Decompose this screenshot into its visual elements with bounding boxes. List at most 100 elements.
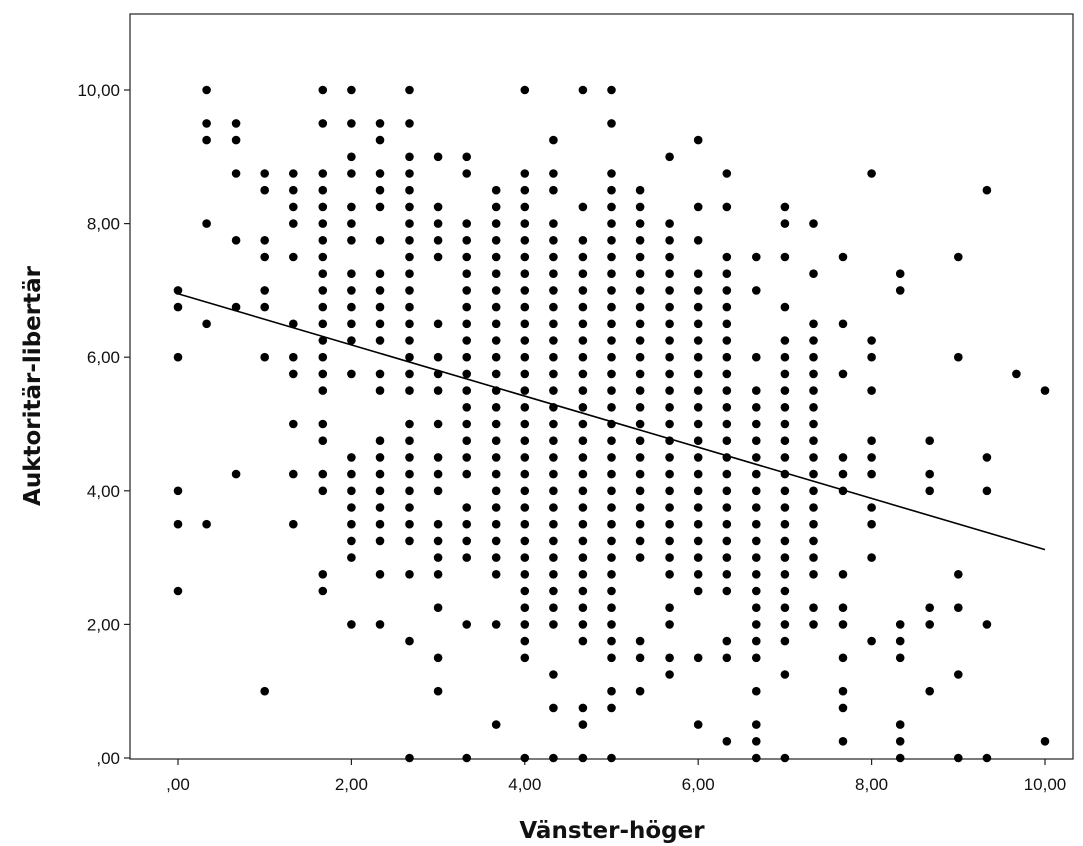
data-point [751,453,761,462]
data-point [665,620,674,629]
data-point [375,486,385,496]
data-point [635,536,645,546]
y-tick-label: 8,00 [87,215,120,234]
data-point [491,486,501,496]
data-point [665,486,674,496]
data-point [578,336,588,345]
data-point [693,720,703,729]
data-point [318,286,328,295]
data-point [780,670,790,679]
data-point [665,236,674,245]
data-point [347,519,356,529]
data-point [405,436,414,446]
data-point [693,519,703,529]
data-point [520,553,530,562]
y-tick-label: ,00 [96,749,120,768]
data-point [867,352,876,362]
data-point [375,386,385,395]
data-point [405,486,414,496]
data-point [289,369,298,379]
data-point [607,620,616,629]
data-point [520,185,530,195]
data-point [318,469,328,479]
data-point [375,236,385,245]
data-point [520,753,530,763]
data-point [318,269,328,279]
data-point [607,302,616,312]
data-point [405,753,414,763]
data-point [260,686,270,696]
data-point [491,419,501,429]
data-point [751,386,761,395]
data-point [607,686,616,696]
data-point [693,486,703,496]
data-point [375,336,385,345]
data-point [318,419,328,429]
data-point [635,185,645,195]
data-point [635,202,645,212]
data-point [693,352,703,362]
x-axis-title: Vänster-höger [519,818,705,844]
data-point [867,636,876,646]
data-point [722,737,732,746]
data-point [693,403,703,412]
data-point [289,419,298,429]
data-point [578,319,588,329]
data-point [722,319,732,329]
data-point [838,686,848,696]
data-point [578,570,588,579]
data-point [751,419,761,429]
data-point [809,553,818,562]
data-point [520,269,530,279]
data-point [693,503,703,512]
data-point [607,369,616,379]
data-point [433,386,443,395]
data-point [867,469,876,479]
data-point [202,219,211,228]
data-point [954,753,963,763]
data-point [318,252,328,262]
data-point [578,553,588,562]
data-point [665,603,674,612]
data-point [665,519,674,529]
data-point [895,753,905,763]
data-point [520,336,530,345]
data-point [635,386,645,395]
data-point [895,269,905,279]
data-point [693,586,703,596]
data-point [665,269,674,279]
y-tick-label: 4,00 [87,482,120,501]
data-point [751,653,761,663]
data-point [491,336,501,345]
data-point [693,369,703,379]
data-point [895,720,905,729]
data-point [751,720,761,729]
data-point [260,352,270,362]
data-point [289,185,298,195]
data-point [693,386,703,395]
data-point [838,737,848,746]
data-point [405,369,414,379]
data-point [722,486,732,496]
data-point [578,403,588,412]
data-point [751,403,761,412]
data-point [722,419,732,429]
data-point [665,469,674,479]
data-point [809,336,818,345]
data-point [520,319,530,329]
data-point [578,419,588,429]
data-point [578,703,588,713]
data-point [520,419,530,429]
data-point [462,519,472,529]
data-point [607,753,616,763]
data-point [347,336,356,345]
data-point [347,152,356,162]
data-point [693,302,703,312]
data-point [665,670,674,679]
data-point [405,219,414,228]
data-point [809,419,818,429]
data-point [520,202,530,212]
data-point [607,603,616,612]
data-point [722,252,732,262]
